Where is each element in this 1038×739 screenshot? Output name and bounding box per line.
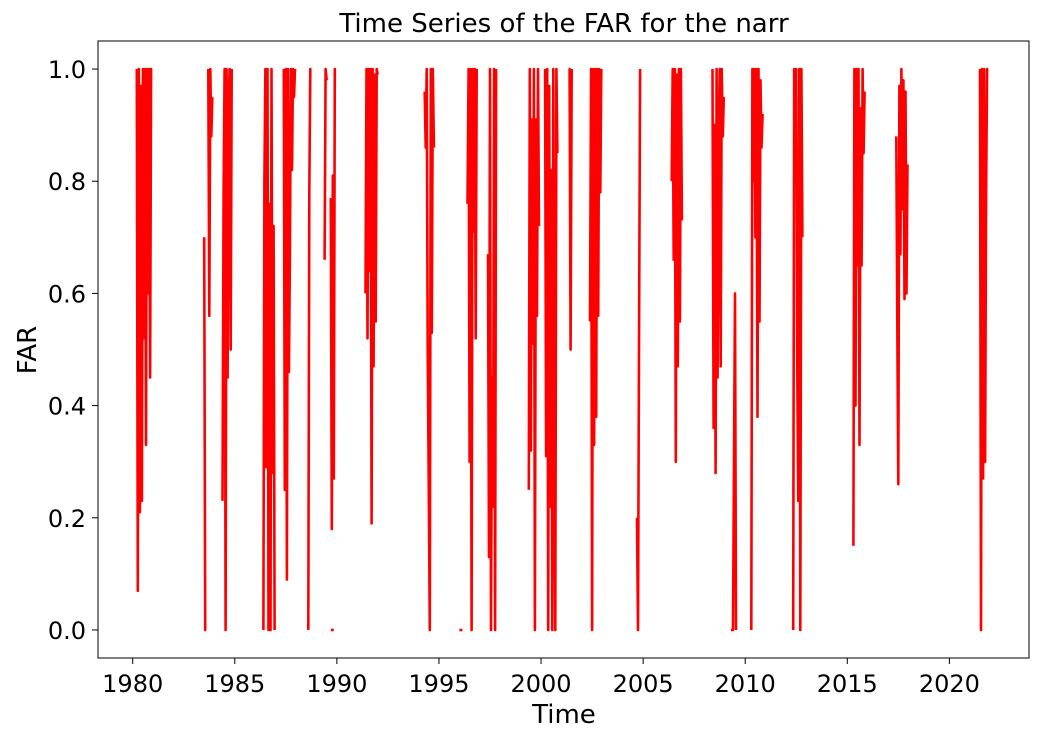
series-line-segment <box>466 67 479 632</box>
series-line-segment <box>852 67 866 546</box>
series-line-segment <box>282 67 297 581</box>
x-tick-label: 1980 <box>102 670 163 698</box>
x-tick-label: 2010 <box>715 670 776 698</box>
x-tick-label: 1985 <box>204 670 265 698</box>
x-tick-label: 2005 <box>613 670 674 698</box>
series-line-segment <box>202 237 207 632</box>
y-tick-label: 0.2 <box>48 505 86 533</box>
series-line-segment <box>423 67 436 632</box>
series-line-segment <box>329 67 337 531</box>
series-line-segment <box>364 67 379 525</box>
series-line-segment <box>486 67 498 632</box>
x-tick-label: 1995 <box>408 670 469 698</box>
series-line-segment <box>306 67 312 631</box>
y-tick-label: 1.0 <box>48 56 86 84</box>
series-line-segment <box>323 67 328 260</box>
series-line-segment <box>895 67 909 486</box>
series-line-segment <box>527 67 541 632</box>
series-line-segment <box>730 292 738 632</box>
chart-title: Time Series of the FAR for the narr <box>338 9 789 39</box>
series-line-segment <box>221 67 233 632</box>
plot-frame <box>97 40 1030 659</box>
y-tick-label: 0.4 <box>48 393 86 421</box>
x-tick-label: 2000 <box>511 670 572 698</box>
series-line-segment <box>135 67 153 593</box>
series-line-segment <box>711 67 726 475</box>
series-line-segment <box>791 67 804 632</box>
series-line-segment <box>588 67 603 632</box>
series-line-segment <box>568 67 574 351</box>
series-line-segment <box>635 68 642 632</box>
y-tick-label: 0.8 <box>48 168 86 196</box>
y-axis-ticks: 0.0 0.2 0.4 0.6 0.8 1.0 <box>48 56 98 645</box>
x-tick-label: 2020 <box>919 670 980 698</box>
series-line-segment <box>262 67 276 632</box>
series-line-segment <box>670 67 684 464</box>
series-line-segment <box>543 67 559 632</box>
y-axis-label: FAR <box>13 326 43 374</box>
y-tick-label: 0.6 <box>48 280 86 308</box>
x-tick-label: 2015 <box>817 670 878 698</box>
x-axis-label: Time <box>531 700 596 730</box>
x-tick-label: 1990 <box>306 670 367 698</box>
x-axis-ticks: 1980 1985 1990 1995 2000 2005 2010 2015 2020 <box>102 658 980 698</box>
y-tick-label: 0.0 <box>48 617 86 645</box>
series-line-segment <box>978 67 989 632</box>
series-line-segment <box>749 67 764 631</box>
plot-area <box>135 67 989 632</box>
series-line-segment <box>207 67 214 318</box>
